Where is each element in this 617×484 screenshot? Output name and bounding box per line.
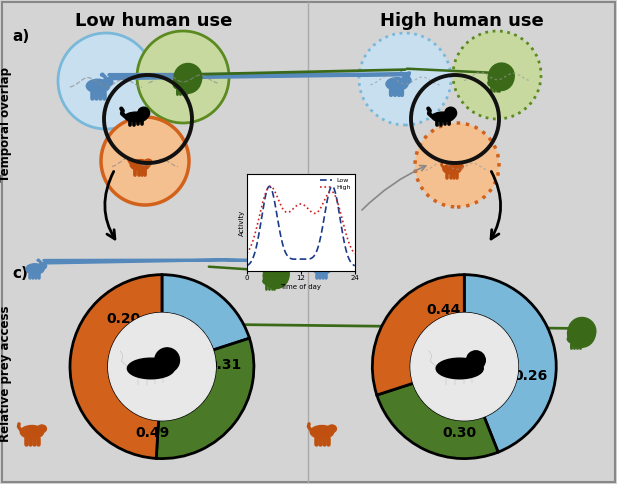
Legend: Low, High: Low, High	[320, 177, 352, 191]
Circle shape	[415, 123, 499, 207]
Text: Low human use: Low human use	[75, 12, 233, 30]
Ellipse shape	[26, 264, 44, 274]
Circle shape	[411, 313, 518, 420]
Circle shape	[466, 351, 486, 370]
Wedge shape	[156, 338, 254, 458]
Wedge shape	[162, 274, 249, 350]
Text: 0.44: 0.44	[427, 302, 462, 317]
Circle shape	[359, 33, 451, 125]
Ellipse shape	[402, 76, 411, 84]
Ellipse shape	[443, 164, 461, 174]
Ellipse shape	[38, 425, 46, 433]
X-axis label: Time of day: Time of day	[280, 284, 321, 290]
Ellipse shape	[173, 80, 189, 90]
Ellipse shape	[144, 159, 152, 166]
Circle shape	[58, 33, 154, 129]
Ellipse shape	[499, 73, 503, 76]
Ellipse shape	[274, 271, 279, 274]
Wedge shape	[377, 383, 498, 458]
Text: Temporal overlap: Temporal overlap	[0, 66, 12, 182]
FancyArrowPatch shape	[581, 332, 582, 333]
Wedge shape	[464, 274, 557, 452]
Text: c): c)	[12, 266, 28, 281]
Ellipse shape	[127, 358, 175, 379]
Text: Relative prey access: Relative prey access	[0, 306, 12, 442]
Ellipse shape	[130, 160, 150, 170]
Circle shape	[446, 108, 455, 118]
Circle shape	[137, 31, 229, 123]
Circle shape	[453, 31, 541, 119]
Circle shape	[109, 313, 215, 420]
Ellipse shape	[432, 112, 454, 122]
Ellipse shape	[39, 263, 46, 269]
Text: 0.20: 0.20	[106, 312, 141, 326]
Text: 0.26: 0.26	[513, 369, 548, 383]
Ellipse shape	[326, 263, 334, 269]
Wedge shape	[372, 274, 465, 395]
Circle shape	[155, 348, 180, 373]
Ellipse shape	[436, 358, 483, 379]
Ellipse shape	[103, 78, 113, 86]
Text: 0.31: 0.31	[207, 358, 242, 372]
Ellipse shape	[263, 277, 277, 285]
Ellipse shape	[488, 79, 502, 87]
Ellipse shape	[328, 425, 336, 433]
Ellipse shape	[579, 328, 584, 332]
Ellipse shape	[567, 334, 582, 344]
Ellipse shape	[186, 74, 191, 78]
Ellipse shape	[86, 79, 110, 93]
Circle shape	[445, 107, 457, 119]
Y-axis label: Activity: Activity	[239, 210, 246, 236]
Ellipse shape	[125, 112, 147, 122]
Ellipse shape	[20, 425, 44, 439]
Circle shape	[138, 107, 149, 119]
Text: 0.30: 0.30	[442, 426, 477, 440]
Wedge shape	[70, 274, 162, 458]
Circle shape	[101, 117, 189, 205]
Ellipse shape	[456, 164, 463, 169]
Circle shape	[139, 108, 148, 118]
Text: b): b)	[253, 221, 271, 236]
Ellipse shape	[310, 425, 334, 439]
Text: 0.49: 0.49	[136, 426, 170, 440]
Text: a): a)	[12, 29, 29, 44]
Ellipse shape	[313, 264, 331, 274]
Circle shape	[158, 351, 176, 370]
Ellipse shape	[386, 77, 408, 91]
Text: High human use: High human use	[380, 12, 544, 30]
